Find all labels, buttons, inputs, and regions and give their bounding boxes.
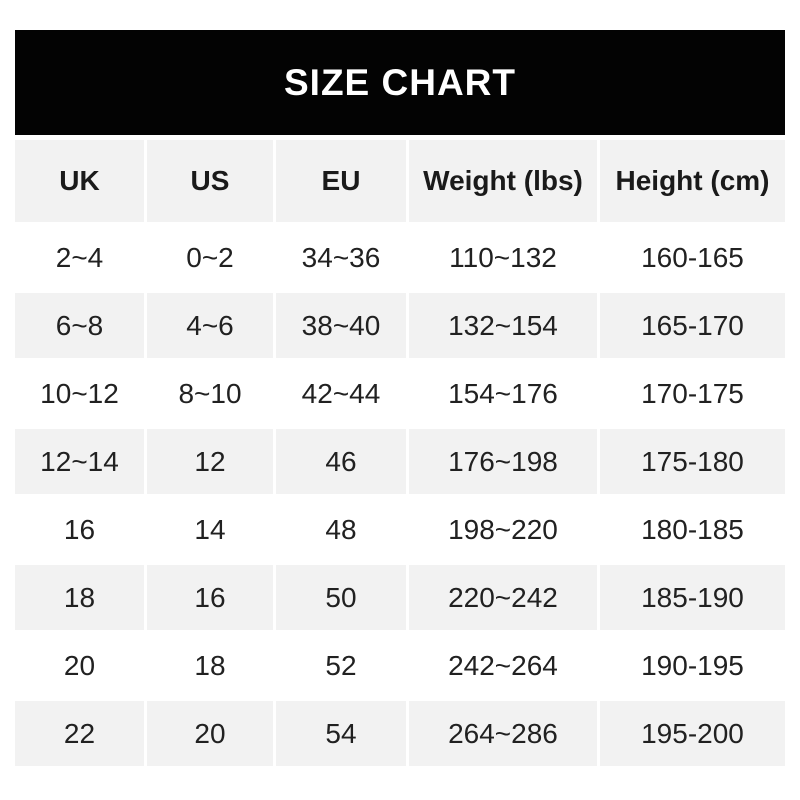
cell-us: 20 <box>147 701 273 766</box>
col-header-eu: EU <box>276 140 406 222</box>
cell-weight: 110~132 <box>409 225 597 290</box>
cell-uk: 12~14 <box>15 429 144 494</box>
cell-height: 175-180 <box>600 429 785 494</box>
cell-eu: 52 <box>276 633 406 698</box>
cell-eu: 50 <box>276 565 406 630</box>
cell-weight: 132~154 <box>409 293 597 358</box>
cell-us: 16 <box>147 565 273 630</box>
cell-uk: 6~8 <box>15 293 144 358</box>
cell-height: 160-165 <box>600 225 785 290</box>
page-title: SIZE CHART <box>284 61 516 103</box>
cell-uk: 2~4 <box>15 225 144 290</box>
cell-us: 4~6 <box>147 293 273 358</box>
cell-height: 185-190 <box>600 565 785 630</box>
table-row: 10~12 8~10 42~44 154~176 170-175 <box>15 361 785 426</box>
cell-height: 170-175 <box>600 361 785 426</box>
size-table: UK US EU Weight (lbs) Height (cm) 2~4 0~… <box>15 140 785 766</box>
cell-height: 165-170 <box>600 293 785 358</box>
cell-weight: 220~242 <box>409 565 597 630</box>
cell-height: 180-185 <box>600 497 785 562</box>
cell-eu: 38~40 <box>276 293 406 358</box>
cell-eu: 54 <box>276 701 406 766</box>
cell-weight: 242~264 <box>409 633 597 698</box>
cell-uk: 20 <box>15 633 144 698</box>
cell-weight: 176~198 <box>409 429 597 494</box>
cell-uk: 16 <box>15 497 144 562</box>
cell-eu: 46 <box>276 429 406 494</box>
table-header-row: UK US EU Weight (lbs) Height (cm) <box>15 140 785 222</box>
cell-height: 195-200 <box>600 701 785 766</box>
size-chart-banner: SIZE CHART <box>15 30 785 135</box>
cell-uk: 18 <box>15 565 144 630</box>
col-header-uk: UK <box>15 140 144 222</box>
cell-us: 8~10 <box>147 361 273 426</box>
table-row: 6~8 4~6 38~40 132~154 165-170 <box>15 293 785 358</box>
cell-us: 0~2 <box>147 225 273 290</box>
col-header-weight: Weight (lbs) <box>409 140 597 222</box>
table-row: 16 14 48 198~220 180-185 <box>15 497 785 562</box>
col-header-height: Height (cm) <box>600 140 785 222</box>
cell-uk: 10~12 <box>15 361 144 426</box>
cell-us: 18 <box>147 633 273 698</box>
cell-height: 190-195 <box>600 633 785 698</box>
cell-eu: 42~44 <box>276 361 406 426</box>
table-row: 22 20 54 264~286 195-200 <box>15 701 785 766</box>
table-row: 2~4 0~2 34~36 110~132 160-165 <box>15 225 785 290</box>
cell-uk: 22 <box>15 701 144 766</box>
cell-eu: 34~36 <box>276 225 406 290</box>
table-row: 18 16 50 220~242 185-190 <box>15 565 785 630</box>
table-row: 12~14 12 46 176~198 175-180 <box>15 429 785 494</box>
cell-eu: 48 <box>276 497 406 562</box>
table-row: 20 18 52 242~264 190-195 <box>15 633 785 698</box>
cell-weight: 154~176 <box>409 361 597 426</box>
cell-weight: 198~220 <box>409 497 597 562</box>
cell-us: 12 <box>147 429 273 494</box>
cell-us: 14 <box>147 497 273 562</box>
col-header-us: US <box>147 140 273 222</box>
cell-weight: 264~286 <box>409 701 597 766</box>
